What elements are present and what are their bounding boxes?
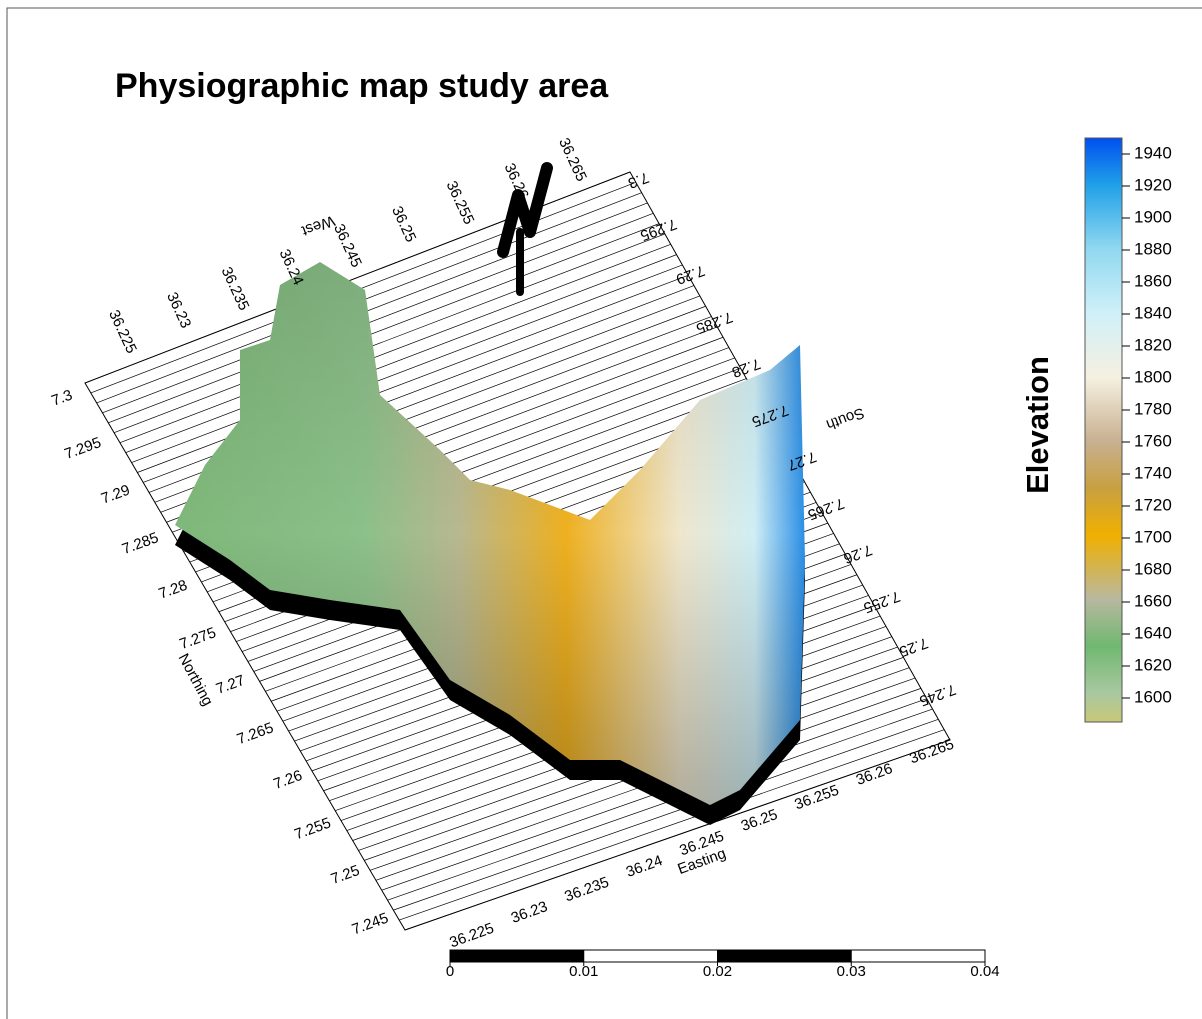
northing-tick-label: 7.255 [292, 814, 333, 843]
west-tick-label: 36.235 [218, 264, 253, 313]
south-tick-label: 7.285 [694, 308, 735, 337]
colorbar-tick-label: 1800 [1134, 367, 1172, 386]
easting-tick-label: 36.23 [509, 898, 550, 927]
scale-tick-label: 0.01 [569, 963, 598, 980]
colorbar-tick-label: 1700 [1134, 527, 1172, 546]
scale-segment [584, 950, 718, 962]
northing-tick-label: 7.26 [271, 767, 304, 793]
northing-tick-label: 7.275 [177, 624, 218, 653]
south-tick-label: 7.29 [674, 262, 707, 288]
south-tick-label: 7.255 [861, 587, 902, 616]
scale-segment [718, 950, 852, 962]
south-tick-label: 7.26 [841, 541, 874, 567]
colorbar-tick-label: 1720 [1134, 495, 1172, 514]
scale-segment [851, 950, 985, 962]
west-tick-label: 36.23 [163, 290, 194, 331]
colorbar-tick-label: 1760 [1134, 431, 1172, 450]
colorbar-tick-label: 1660 [1134, 591, 1172, 610]
northing-tick-label: 7.28 [156, 577, 189, 603]
colorbar-tick-label: 1820 [1134, 335, 1172, 354]
colorbar-tick-label: 1680 [1134, 559, 1172, 578]
south-tick-label: 7.245 [917, 681, 958, 710]
easting-tick-label: 36.25 [739, 806, 780, 835]
scale-segment [450, 950, 584, 962]
colorbar-tick-label: 1860 [1134, 271, 1172, 290]
scale-tick-label: 0 [446, 963, 454, 980]
axis-title: Northing [175, 651, 217, 709]
colorbar-tick-label: 1600 [1134, 687, 1172, 706]
west-tick-label: 36.255 [443, 178, 478, 227]
northing-tick-label: 7.265 [235, 719, 276, 748]
west-tick-label: 36.265 [555, 135, 590, 184]
scale-tick-label: 0.04 [970, 963, 999, 980]
northing-tick-label: 7.285 [120, 529, 161, 558]
west-tick-label: 36.25 [388, 204, 419, 245]
south-tick-label: 7.295 [638, 215, 679, 244]
colorbar-tick-label: 1740 [1134, 463, 1172, 482]
easting-tick-label: 36.24 [624, 852, 665, 881]
colorbar-tick-label: 1920 [1134, 175, 1172, 194]
map-title: Physiographic map study area [115, 67, 609, 105]
northing-tick-label: 7.25 [329, 862, 362, 888]
colorbar [1085, 138, 1122, 722]
northing-tick-label: 7.245 [350, 910, 391, 939]
scale-tick-label: 0.02 [703, 963, 732, 980]
northing-tick-label: 7.3 [49, 387, 74, 410]
northing-tick-label: 7.27 [214, 672, 247, 698]
colorbar-tick-label: 1780 [1134, 399, 1172, 418]
west-tick-label: 36.24 [276, 247, 307, 288]
colorbar-label: Elevation [1020, 356, 1055, 494]
south-tick-label: 7.265 [805, 494, 846, 523]
map: Physiographic map study area Elevation 7… [0, 0, 1202, 1019]
easting-tick-label: 36.26 [854, 760, 895, 789]
colorbar-tick-label: 1640 [1134, 623, 1172, 642]
northing-tick-label: 7.295 [62, 434, 103, 463]
colorbar-tick-label: 1880 [1134, 239, 1172, 258]
colorbar-tick-label: 1900 [1134, 207, 1172, 226]
colorbar-tick-label: 1620 [1134, 655, 1172, 674]
northing-tick-label: 7.29 [99, 482, 132, 508]
easting-tick-label: 36.235 [562, 874, 611, 906]
easting-tick-label: 36.225 [447, 920, 496, 952]
axis-title: South [824, 404, 867, 433]
colorbar-tick-label: 1940 [1134, 143, 1172, 162]
west-tick-label: 36.225 [105, 307, 140, 356]
colorbar-tick-label: 1840 [1134, 303, 1172, 322]
easting-tick-label: 36.265 [907, 736, 956, 768]
axis-title: West [299, 212, 337, 240]
west-tick-label: 36.26 [501, 161, 532, 202]
south-tick-label: 7.25 [897, 634, 930, 660]
scale-tick-label: 0.03 [837, 963, 866, 980]
